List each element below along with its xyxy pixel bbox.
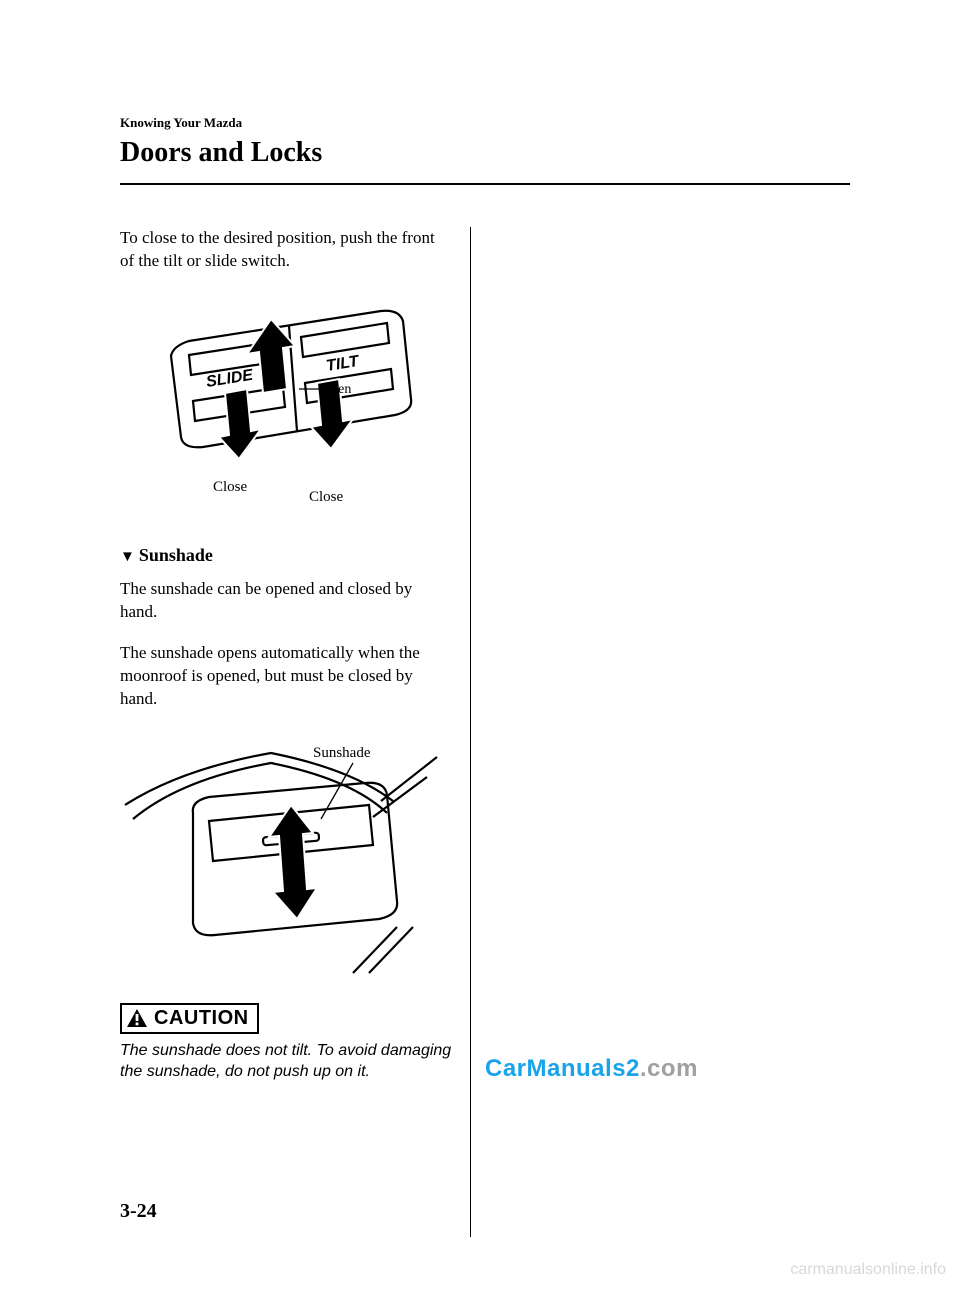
label-sunshade: Sunshade (313, 745, 371, 761)
header-chapter: Knowing Your Mazda (120, 115, 850, 131)
sunshade-heading-text: Sunshade (139, 545, 213, 565)
caution-body-text: The sunshade does not tilt. To avoid dam… (120, 1040, 452, 1083)
sunshade-heading: ▼Sunshade (120, 545, 452, 566)
left-column: To close to the desired position, push t… (120, 227, 470, 1237)
sunshade-para-1: The sunshade can be opened and closed by… (120, 578, 452, 624)
right-column (471, 227, 816, 1237)
sunshade-svg: Sunshade (121, 729, 451, 979)
watermark-footer: carmanualsonline.info (790, 1261, 946, 1279)
down-triangle-icon: ▼ (120, 549, 135, 565)
label-open: Open (321, 382, 351, 397)
caution-block: CAUTION The sunshade does not tilt. To a… (120, 1003, 452, 1083)
watermark-brand-part2: .com (640, 1055, 698, 1082)
two-column-layout: To close to the desired position, push t… (120, 227, 850, 1237)
intro-paragraph: To close to the desired position, push t… (120, 227, 452, 273)
page-number: 3-24 (120, 1200, 157, 1223)
watermark-carmanuals2: CarManuals2.com (485, 1055, 698, 1083)
label-close-left: Close (213, 479, 248, 495)
sunshade-para-2: The sunshade opens automatically when th… (120, 642, 452, 711)
label-tilt: TILT (325, 353, 361, 375)
figure-sunshade: Sunshade (120, 729, 452, 979)
warning-triangle-icon (126, 1008, 148, 1028)
caution-label-text: CAUTION (154, 1007, 249, 1030)
label-slide: SLIDE (205, 366, 256, 390)
header-section: Doors and Locks (120, 137, 850, 169)
figure-slide-tilt-switch: SLIDE TILT Open Close Close (120, 291, 452, 521)
label-close-right: Close (309, 489, 344, 505)
header-rule (120, 183, 850, 185)
slide-tilt-svg: SLIDE TILT Open Close Close (141, 291, 431, 521)
caution-label-box: CAUTION (120, 1003, 259, 1034)
watermark-brand-part1: CarManuals2 (485, 1055, 640, 1082)
